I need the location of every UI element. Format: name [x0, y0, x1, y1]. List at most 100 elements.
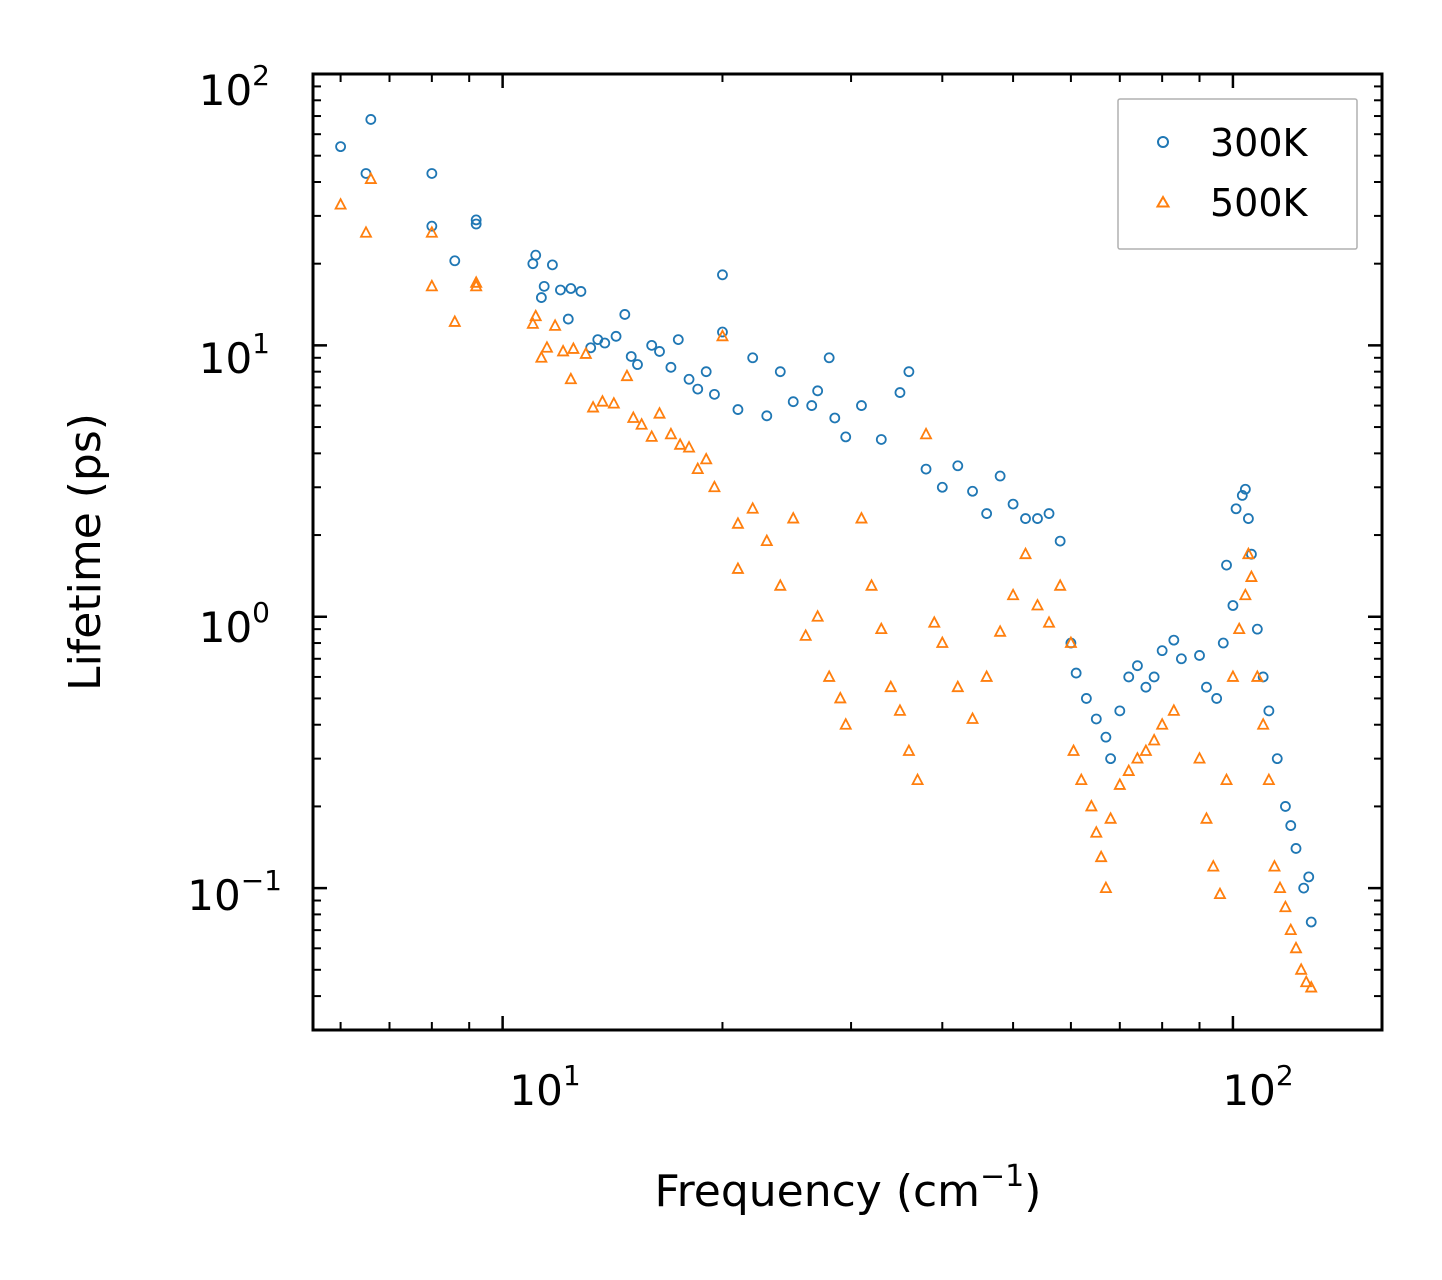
- data-point-500k: [1241, 546, 1255, 560]
- series-500k: [334, 171, 1318, 993]
- data-point-300k: [1280, 801, 1291, 812]
- data-point-300k: [1211, 693, 1223, 704]
- data-point-300k: [1251, 623, 1263, 635]
- data-point-500k: [1042, 615, 1056, 628]
- data-point-300k: [610, 330, 622, 342]
- data-point-500k: [1089, 825, 1103, 838]
- data-point-300k: [761, 410, 773, 422]
- data-point-300k: [856, 400, 867, 411]
- data-point-300k: [426, 168, 438, 179]
- data-point-500k: [1232, 621, 1246, 635]
- y-tick-label-10: 101: [199, 327, 270, 383]
- data-point-500k: [799, 628, 813, 641]
- data-point-500k: [529, 308, 543, 322]
- data-point-500k: [626, 410, 640, 423]
- data-point-500k: [1155, 717, 1169, 730]
- data-point-500k: [786, 511, 800, 524]
- data-point-500k: [874, 621, 888, 635]
- data-point-500k: [919, 426, 933, 440]
- data-point-300k: [1221, 559, 1232, 571]
- data-point-500k: [620, 368, 634, 382]
- data-point-300k: [1243, 513, 1254, 524]
- data-point-300k: [1168, 634, 1180, 646]
- data-point-500k: [760, 533, 774, 546]
- data-point-300k: [1217, 637, 1229, 649]
- data-point-300k: [787, 396, 799, 408]
- data-point-300k: [538, 280, 550, 292]
- data-point-300k: [470, 214, 482, 226]
- data-point-300k: [829, 412, 841, 424]
- data-point-300k: [1298, 882, 1310, 894]
- data-points: [334, 114, 1318, 993]
- data-point-500k: [699, 451, 713, 465]
- data-point-300k: [565, 283, 577, 294]
- data-point-300k: [1054, 535, 1066, 547]
- data-point-300k: [426, 220, 438, 232]
- data-point-300k: [1032, 513, 1043, 524]
- x-tick-label-10: 101: [509, 1059, 580, 1115]
- data-point-300k: [952, 460, 964, 472]
- data-point-300k: [1175, 653, 1187, 665]
- data-point-500k: [556, 343, 570, 357]
- data-point-500k: [1030, 598, 1044, 611]
- data-point-500k: [833, 690, 847, 704]
- data-point-500k: [707, 479, 721, 493]
- data-point-300k: [1263, 705, 1275, 717]
- data-point-300k: [903, 366, 915, 378]
- data-point-500k: [951, 679, 965, 693]
- data-point-300k: [1070, 667, 1082, 679]
- data-point-500k: [1284, 922, 1298, 936]
- data-point-500k: [854, 511, 868, 524]
- legend: 300K 500K: [1117, 98, 1358, 250]
- data-point-300k: [1290, 843, 1302, 854]
- data-point-500k: [1130, 751, 1144, 764]
- x-axis-label: Frequency (cm−1): [655, 1159, 1042, 1217]
- data-point-500k: [1139, 743, 1153, 756]
- data-point-300k: [774, 366, 786, 378]
- data-point-500k: [682, 440, 696, 453]
- data-point-300k: [1105, 753, 1117, 765]
- data-point-500k: [691, 461, 705, 474]
- data-point-500k: [811, 609, 825, 622]
- data-point-500k: [1294, 962, 1308, 975]
- data-point-300k: [535, 292, 547, 303]
- data-point-500k: [607, 396, 621, 409]
- data-point-300k: [575, 286, 587, 297]
- data-point-500k: [935, 635, 949, 648]
- data-point-500k: [1084, 798, 1098, 812]
- data-point-500k: [364, 171, 378, 184]
- data-point-300k: [732, 404, 744, 415]
- data-point-300k: [632, 359, 643, 370]
- legend-label-500k: 500K: [1210, 181, 1309, 225]
- data-point-500k: [1147, 733, 1161, 746]
- data-point-500k: [653, 406, 667, 419]
- data-point-500k: [1250, 669, 1264, 682]
- legend-marker-500k: [1155, 195, 1171, 208]
- data-point-300k: [654, 346, 665, 357]
- data-point-500k: [566, 341, 580, 354]
- data-point-500k: [1167, 703, 1181, 716]
- data-point-300k: [1227, 600, 1239, 611]
- data-point-300k: [1132, 660, 1143, 672]
- data-point-300k: [700, 366, 712, 378]
- data-point-500k: [884, 679, 898, 693]
- data-point-500k: [773, 578, 787, 591]
- data-point-300k: [470, 218, 482, 230]
- data-point-300k: [672, 334, 684, 346]
- data-point-300k: [1303, 871, 1315, 883]
- data-point-500k: [1122, 763, 1136, 776]
- data-point-500k: [1220, 772, 1234, 786]
- data-point-300k: [1271, 753, 1283, 765]
- data-point-500k: [746, 501, 760, 514]
- data-point-300k: [1236, 489, 1248, 501]
- y-tick-label-1: 100: [199, 596, 270, 652]
- data-point-300k: [1080, 693, 1092, 704]
- data-point-500k: [1304, 980, 1318, 993]
- data-point-300k: [967, 485, 978, 497]
- data-point-500k: [902, 743, 916, 756]
- data-point-500k: [1244, 569, 1258, 582]
- data-point-500k: [1299, 974, 1313, 988]
- x-tick-label-100: 102: [1222, 1059, 1293, 1115]
- data-point-300k: [840, 431, 852, 443]
- data-point-300k: [692, 383, 704, 395]
